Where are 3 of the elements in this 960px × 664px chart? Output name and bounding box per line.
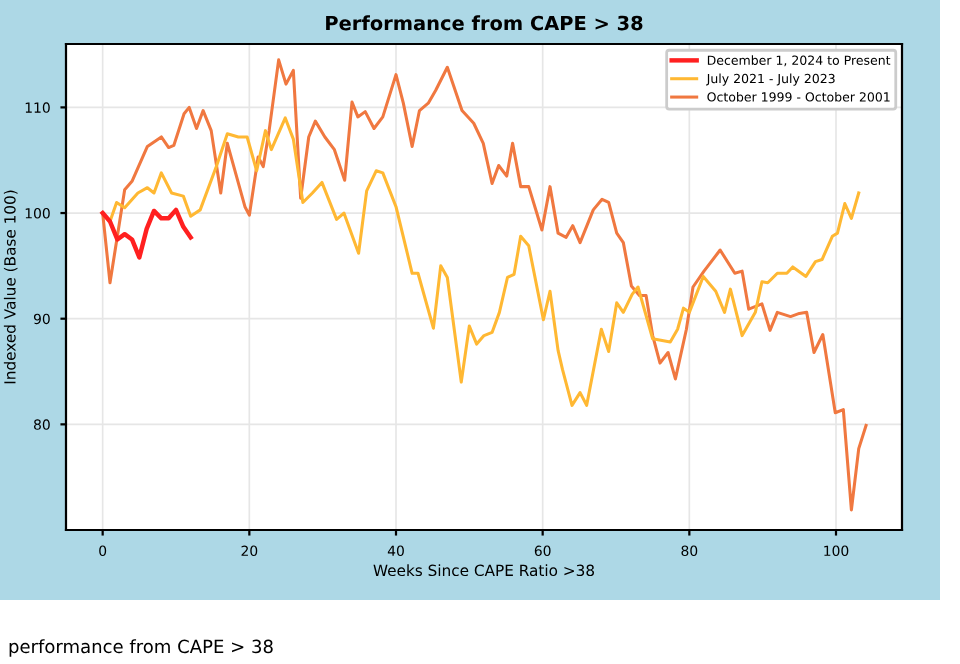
chart-title: Performance from CAPE > 38 xyxy=(326,15,643,31)
line-series xyxy=(100,207,193,260)
text: performance from CAPE > 38 xyxy=(9,639,273,657)
